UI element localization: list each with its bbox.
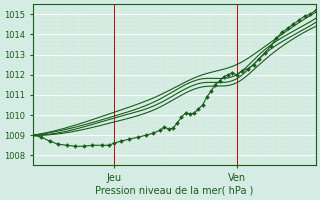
X-axis label: Pression niveau de la mer( hPa ): Pression niveau de la mer( hPa ) xyxy=(95,186,253,196)
